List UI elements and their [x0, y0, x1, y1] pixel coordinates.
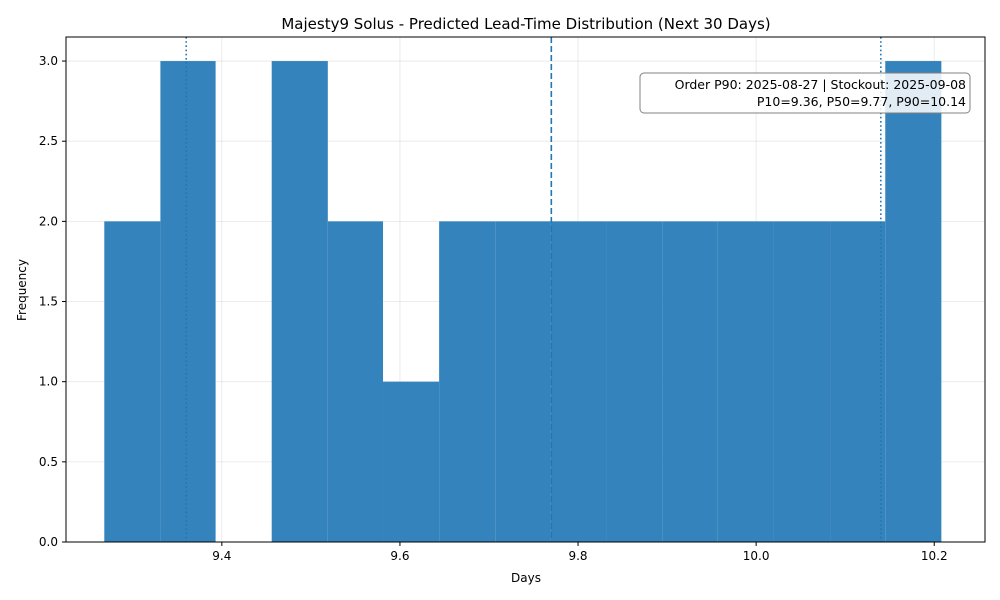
histogram-bar-11	[717, 221, 774, 542]
histogram-bar-12	[773, 221, 831, 542]
annotation-box: Order P90: 2025-08-27 | Stockout: 2025-0…	[639, 72, 971, 114]
histogram-bar-10	[662, 221, 718, 542]
plot-area-frame	[65, 36, 986, 543]
y-axis-label: Frequency	[15, 259, 29, 321]
y-tick-label-3: 1.5	[39, 295, 58, 309]
y-tick-label-4: 2.0	[39, 214, 58, 228]
histogram-bar-1	[160, 61, 216, 543]
histogram-bar-5	[383, 381, 440, 542]
y-tick-label-6: 3.0	[39, 54, 58, 68]
annotation-box-background	[639, 72, 971, 114]
x-tick-label-2: 9.8	[568, 549, 587, 563]
x-tick-label-1: 9.6	[390, 549, 409, 563]
histogram-bar-7	[495, 221, 551, 542]
y-axis-ticks: 0.0 0.5 1.0 1.5 2.0 2.5 3.0	[39, 54, 66, 549]
histogram-bar-14	[885, 61, 942, 543]
y-tick-label-0: 0.0	[39, 535, 58, 549]
x-tick-label-4: 10.2	[921, 549, 948, 563]
annotation-line-order-stockout: Order P90: 2025-08-27 | Stockout: 2025-0…	[675, 77, 966, 92]
annotation-line-percentiles: P10=9.36, P50=9.77, P90=10.14	[757, 94, 966, 109]
bars-layer	[104, 61, 942, 543]
reference-lines-layer	[185, 37, 882, 542]
x-tick-label-3: 10.0	[743, 549, 770, 563]
histogram-bar-8	[550, 221, 607, 542]
histogram-bar-3	[271, 61, 328, 543]
x-axis-label: Days	[511, 571, 541, 585]
histogram-bar-6	[439, 221, 496, 542]
y-tick-label-5: 2.5	[39, 134, 58, 148]
y-tick-label-2: 1.0	[39, 375, 58, 389]
histogram-bar-9	[606, 221, 663, 542]
chart-title: Majesty9 Solus - Predicted Lead-Time Dis…	[281, 15, 770, 33]
histogram-bar-13	[830, 221, 886, 542]
x-axis-ticks: 9.4 9.6 9.8 10.0 10.2	[212, 542, 948, 563]
y-tick-label-1: 0.5	[39, 455, 58, 469]
histogram-bar-0	[104, 221, 161, 542]
x-tick-label-0: 9.4	[212, 549, 231, 563]
histogram-bar-4	[327, 221, 384, 542]
